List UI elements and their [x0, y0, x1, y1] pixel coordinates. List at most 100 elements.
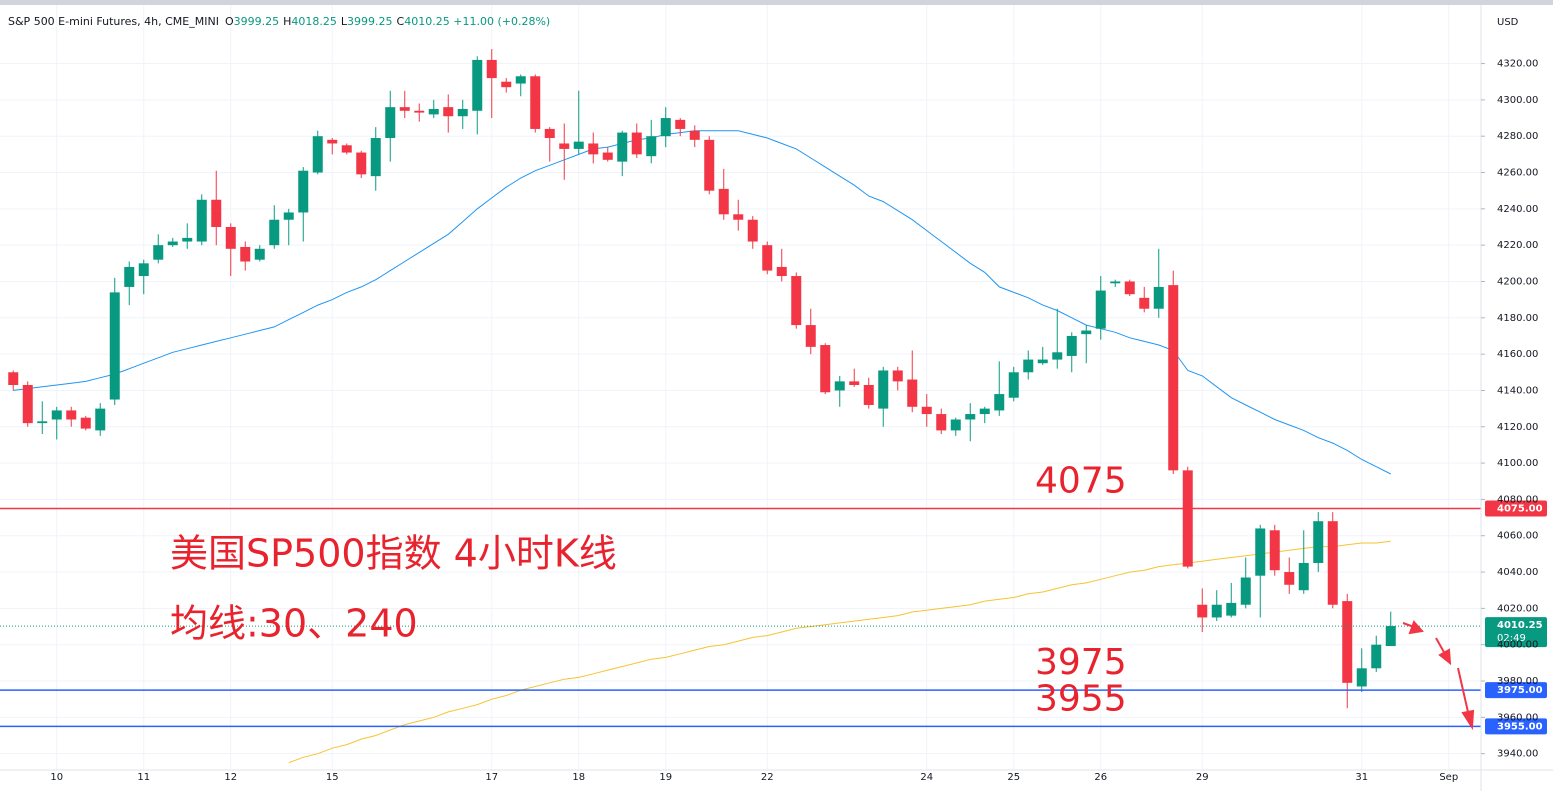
candle-body [443, 107, 454, 117]
candle-body [225, 227, 236, 249]
ohlc-value: 4018.25 [291, 15, 337, 28]
countdown: 02:49 [1497, 633, 1526, 644]
candle-body [254, 248, 265, 260]
candle-body [1124, 281, 1135, 295]
candle-body [472, 59, 483, 111]
y-tick-label: 4260.00 [1497, 168, 1538, 179]
candle-body [936, 414, 947, 431]
y-tick-label: 4200.00 [1497, 276, 1538, 287]
x-tick-label: 12 [224, 772, 237, 783]
candle-body [138, 263, 149, 277]
y-tick-label: 3980.00 [1497, 676, 1538, 687]
candle-body [1023, 359, 1034, 373]
candle-body [312, 136, 323, 173]
y-tick-label: 4080.00 [1497, 494, 1538, 505]
x-tick-label: 18 [572, 772, 585, 783]
candle-body [80, 417, 91, 429]
price-tag-label: 4075.00 [1497, 503, 1543, 514]
y-tick-label: 4120.00 [1497, 422, 1538, 433]
candle-body [1240, 577, 1251, 605]
candle-body [588, 143, 599, 155]
candle-body [341, 145, 352, 153]
candle-body [849, 381, 860, 385]
ohlc-value: 3999.25 [347, 15, 393, 28]
x-tick-label: 15 [326, 772, 339, 783]
candle-body [196, 199, 207, 242]
candle-body [733, 214, 744, 220]
y-tick-label: 4160.00 [1497, 349, 1538, 360]
level-annotation: 4075 [1035, 460, 1127, 501]
candle-body [167, 241, 178, 246]
x-tick-label: 25 [1007, 772, 1020, 783]
candle-body [950, 419, 961, 431]
moving-average [13, 130, 1392, 475]
candle-body [486, 59, 497, 79]
candle-body [37, 421, 48, 424]
y-tick-label: 4060.00 [1497, 531, 1538, 542]
ohlc-legend: O3999.25 H4018.25 L3999.25 C4010.25 [225, 15, 450, 28]
candle-body [1211, 604, 1222, 618]
candle-body [457, 108, 468, 117]
price-tag [1485, 500, 1547, 517]
candle-body [979, 408, 990, 415]
candle-body [747, 219, 758, 242]
axes: 3940.00 3960.00 3980.00 4000.00 4020.00 4040.… [50, 59, 1538, 783]
candle-body [660, 118, 671, 137]
candle-body [399, 107, 410, 111]
candle-body [689, 130, 700, 140]
last-price-tag [1485, 617, 1547, 648]
level-annotation: 3955 [1035, 678, 1127, 719]
candle-body [718, 188, 729, 215]
candle-body [1008, 372, 1019, 398]
x-tick-label: 31 [1355, 772, 1368, 783]
moving-average [288, 540, 1391, 764]
x-tick-label: 26 [1094, 772, 1107, 783]
level-annotation: 3975 [1035, 642, 1127, 683]
candle-body [124, 266, 135, 287]
ohlc-label: L [341, 15, 348, 28]
y-tick-label: 4140.00 [1497, 385, 1538, 396]
candle-body [1153, 286, 1164, 309]
candle-body [1298, 562, 1309, 591]
candle-body [109, 292, 120, 400]
candle-body [631, 132, 642, 155]
y-tick-label: 4180.00 [1497, 313, 1538, 324]
last-price-label: 4010.25 [1497, 620, 1543, 631]
y-tick-label: 3940.00 [1497, 749, 1538, 760]
candle-body [892, 370, 903, 382]
candle-body [211, 199, 222, 228]
annotation: 均线:30、240 [170, 602, 418, 646]
candle-body [1269, 530, 1280, 571]
candle-body [544, 128, 555, 139]
price-tag-label: 3975.00 [1497, 685, 1543, 696]
candle-body [1182, 470, 1193, 567]
candle-body [22, 385, 33, 424]
annotation: 美国SP500指数 4小时K线 [170, 532, 617, 576]
candle-body [1095, 290, 1106, 329]
candle-body [994, 394, 1005, 411]
candle-body [1327, 521, 1338, 605]
ohlc-label: C [397, 15, 405, 28]
x-tick-label: 10 [50, 772, 63, 783]
currency: USD [1497, 17, 1519, 28]
y-tick-label: 4320.00 [1497, 59, 1538, 70]
ohlc-value: 4010.25 [404, 15, 450, 28]
y-tick-label: 4000.00 [1497, 640, 1538, 651]
candle-body [1313, 521, 1324, 563]
forecast-arrows [1402, 620, 1475, 731]
candle-body [704, 139, 715, 191]
candle-body [602, 152, 613, 160]
candle-body [283, 212, 294, 220]
candle-body [907, 379, 918, 407]
y-tick-label: 3960.00 [1497, 712, 1538, 723]
candle-body [95, 408, 106, 431]
chart-header: S&P 500 E-mini Futures, 4h, CME_MINI O399… [8, 15, 550, 28]
top-border [0, 0, 1553, 5]
x-tick-label: 11 [137, 772, 150, 783]
candle-body [646, 136, 657, 157]
candle-body [356, 152, 367, 175]
y-tick-label: 4220.00 [1497, 240, 1538, 251]
candle-body [1066, 335, 1077, 356]
candle-body [8, 372, 19, 385]
